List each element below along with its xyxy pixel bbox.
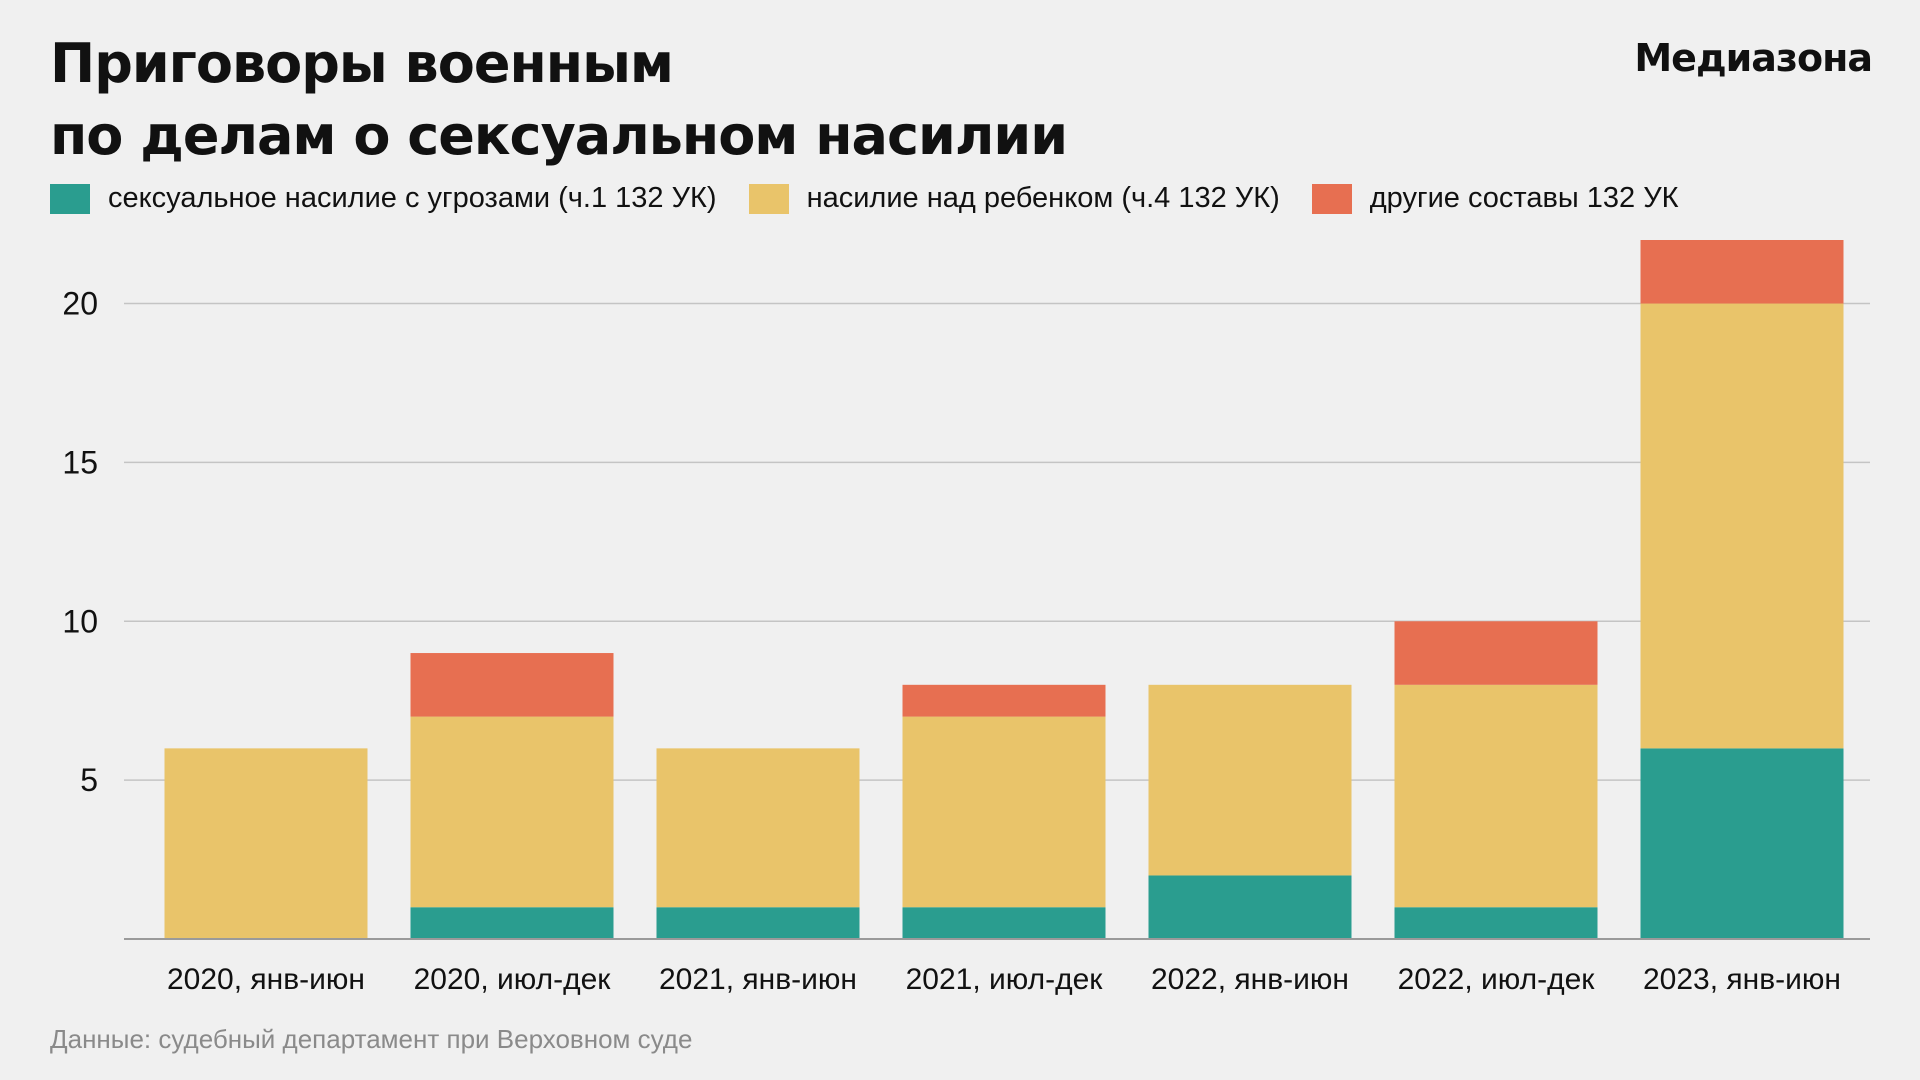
- legend-label-threats: сексуальное насилие с угрозами (ч.1 132 …: [108, 182, 717, 214]
- bar-segment-6-1: [1640, 303, 1844, 749]
- bar-segment-4-1: [1148, 684, 1352, 876]
- legend-item-threats: сексуальное насилие с угрозами (ч.1 132 …: [50, 182, 717, 215]
- y-tick-label-15: 15: [62, 444, 98, 480]
- x-tick-label-5: 2022, июл-дек: [1398, 963, 1596, 996]
- bar-segment-2-0: [656, 907, 860, 939]
- chart-title-line-2: по делам о сексуальном насилии: [50, 104, 1068, 167]
- source-note: Данные: судебный департамент при Верховн…: [50, 1024, 693, 1054]
- bar-segment-1-0: [410, 907, 614, 939]
- x-tick-label-6: 2023, янв-июн: [1643, 963, 1841, 996]
- x-tick-label-1: 2020, июл-дек: [414, 963, 612, 996]
- y-tick-label-10: 10: [62, 603, 98, 639]
- bar-segment-6-0: [1640, 748, 1844, 939]
- bar-segment-0-1: [164, 748, 368, 939]
- x-tick-label-3: 2021, июл-дек: [906, 963, 1104, 996]
- y-tick-label-20: 20: [62, 286, 98, 322]
- bar-segment-4-0: [1148, 875, 1352, 939]
- bar-segment-3-2: [902, 684, 1106, 717]
- brand-logo: Медиазона: [1634, 36, 1873, 80]
- x-tick-label-2: 2021, янв-июн: [659, 963, 857, 996]
- legend-label-child: насилие над ребенком (ч.4 132 УК): [806, 182, 1280, 214]
- legend-swatch-child: [748, 183, 789, 214]
- y-tick-label-5: 5: [80, 762, 98, 798]
- bar-segment-2-1: [656, 748, 860, 908]
- chart-title: Приговоры военным по делам о сексуальном…: [50, 28, 1068, 172]
- x-tick-label-4: 2022, янв-июн: [1151, 963, 1349, 996]
- x-tick-label-0: 2020, янв-июн: [167, 963, 365, 996]
- chart-title-line-1: Приговоры военным: [50, 32, 674, 95]
- legend: сексуальное насилие с угрозами (ч.1 132 …: [50, 182, 1711, 215]
- bar-segment-6-2: [1640, 240, 1844, 304]
- legend-item-other: другие составы 132 УК: [1311, 182, 1679, 215]
- bar-segment-3-0: [902, 907, 1106, 939]
- legend-swatch-other: [1311, 183, 1352, 214]
- bar-segment-5-0: [1394, 907, 1598, 939]
- legend-swatch-threats: [50, 183, 90, 214]
- legend-label-other: другие составы 132 УК: [1369, 182, 1679, 214]
- bar-segment-1-1: [410, 716, 614, 908]
- legend-item-child: насилие над ребенком (ч.4 132 УК): [748, 182, 1280, 215]
- bar-segment-5-1: [1394, 684, 1598, 908]
- bar-segment-5-2: [1394, 621, 1598, 685]
- bar-segment-1-2: [410, 653, 614, 717]
- bar-segment-3-1: [902, 716, 1106, 908]
